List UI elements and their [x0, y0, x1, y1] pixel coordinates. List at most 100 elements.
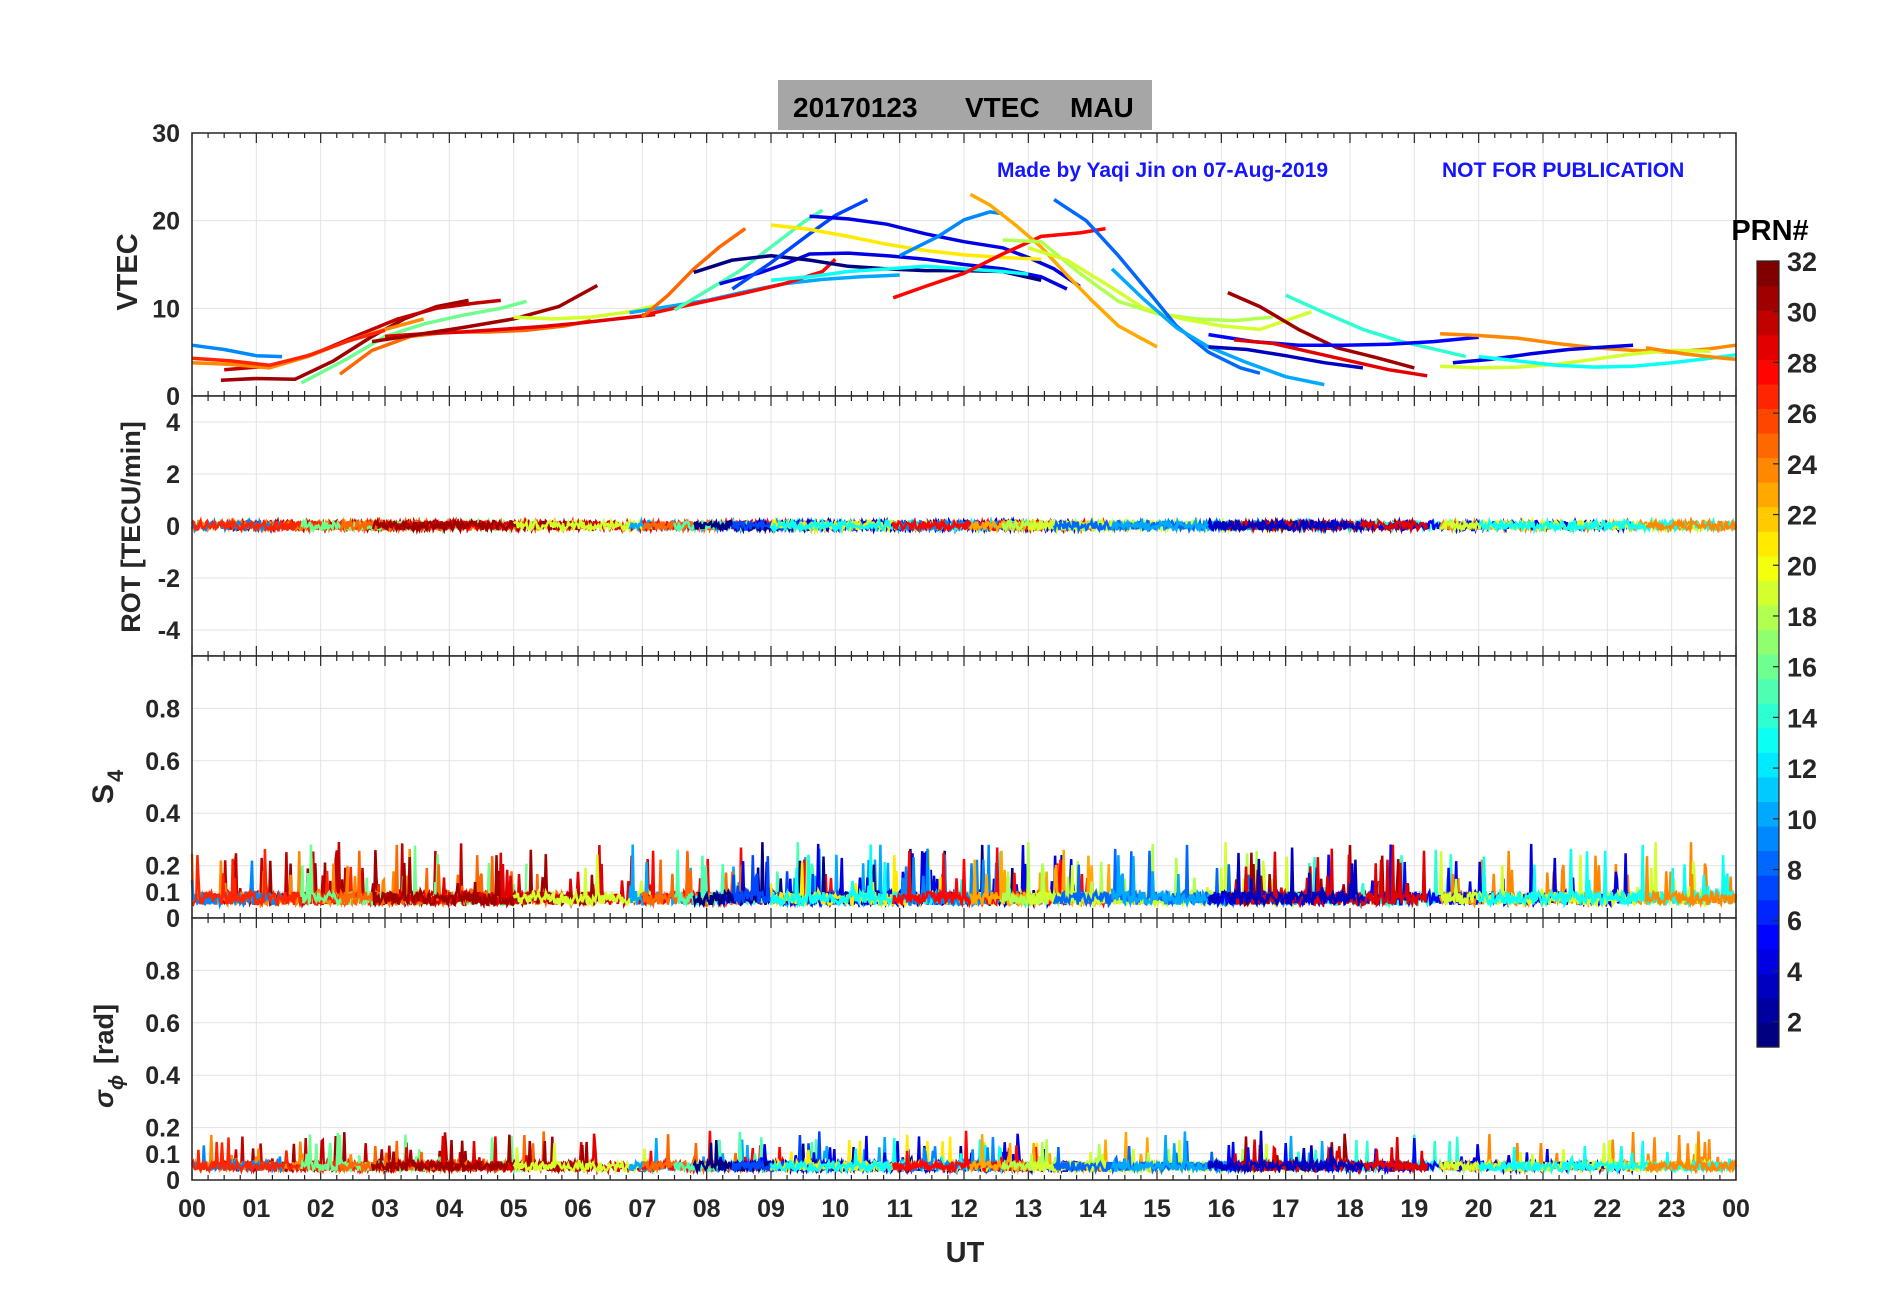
x-tick-label: 18	[1336, 1195, 1364, 1223]
vtec-ylabel: VTEC	[112, 233, 144, 310]
sigma-ylabel: σ ϕ [rad]	[89, 1004, 128, 1108]
vtec-panel: 0 10 20 30	[152, 120, 1737, 411]
colorbar-segment	[1757, 654, 1779, 680]
s4-ytick-label: 0.4	[145, 800, 180, 828]
colorbar-segment	[1757, 801, 1779, 827]
sigma-trace-prn-27	[190, 1137, 387, 1175]
colorbar-segment	[1757, 285, 1779, 311]
x-tick-label: 12	[950, 1195, 978, 1223]
vtec-track-prn-13	[770, 264, 1029, 283]
sigma-frame	[191, 917, 1737, 1181]
title-station: MAU	[1070, 92, 1134, 123]
vtec-track-prn-8	[1053, 198, 1261, 375]
vtec-track-prn-25	[641, 227, 747, 319]
rot-ylabel: ROT [TECU/min]	[116, 421, 146, 632]
rot-ytick-label: -4	[158, 617, 180, 645]
vtec-ytick-label: 30	[152, 120, 180, 148]
sigma-ylabel-unit: [rad]	[89, 1004, 119, 1064]
colorbar-segment	[1757, 899, 1779, 925]
vtec-ytick-label: 0	[166, 383, 180, 411]
sigma-ytick-label: 0.6	[145, 1010, 180, 1038]
colorbar-segment	[1757, 359, 1779, 385]
vtec-track-prn-31	[371, 283, 599, 344]
colorbar-segment	[1757, 850, 1779, 876]
vtec-track-prn-4	[1452, 343, 1634, 365]
x-tick-label: 08	[693, 1195, 721, 1223]
s4-panel: 00.10.2 0.4 0.6 0.8	[145, 655, 1738, 933]
title-quantity: VTEC	[965, 92, 1040, 123]
x-tick-label: 17	[1272, 1195, 1300, 1223]
colorbar-tick-label: 6	[1787, 906, 1802, 936]
colorbar-tick-label: 32	[1787, 247, 1817, 277]
sigma-ylabel-main: σ	[89, 1089, 119, 1108]
x-tick-label: 20	[1465, 1195, 1493, 1223]
x-tick-label: 04	[435, 1195, 463, 1223]
colorbar-tick-label: 14	[1787, 703, 1817, 733]
colorbar-tick-label: 8	[1787, 856, 1802, 886]
x-tick-label: 05	[500, 1195, 528, 1223]
rot-ytick-label: 4	[166, 409, 180, 437]
vtec-track-prn-16	[300, 299, 527, 385]
colorbar-segment	[1757, 310, 1779, 336]
s4-ylabel: S 4	[87, 769, 128, 804]
s4-ylabel-sub: 4	[103, 769, 128, 782]
vtec-ytick-label: 10	[152, 295, 180, 323]
colorbar-tick-label: 26	[1787, 399, 1817, 429]
colorbar-segment	[1757, 948, 1779, 974]
colorbar-segment	[1757, 506, 1779, 532]
x-tick-label: 11	[886, 1195, 913, 1223]
sigma-ytick-label: 0.8	[145, 957, 180, 985]
colorbar-tick-label: 28	[1787, 348, 1817, 378]
vtec-track-prn-28	[892, 226, 1106, 300]
colorbar-segment	[1757, 580, 1779, 606]
colorbar-segment	[1757, 997, 1779, 1024]
colorbar-segment	[1757, 973, 1779, 999]
s4-ytick-label: 0.1	[145, 879, 180, 907]
colorbar-segment	[1757, 1022, 1779, 1048]
s4-ytick-label: 0.8	[145, 695, 180, 723]
colorbar-tick-label: 18	[1787, 602, 1817, 632]
colorbar-segment	[1757, 629, 1779, 655]
s4-trace-prn-3	[1207, 847, 1365, 909]
vtec-track-prn-4	[809, 214, 1081, 288]
x-tick-label: 10	[821, 1195, 849, 1223]
colorbar-tick-label: 12	[1787, 754, 1817, 784]
colorbar-segment	[1757, 334, 1779, 360]
colorbar-segment	[1757, 531, 1779, 557]
colorbar-label: PRN#	[1731, 215, 1808, 247]
colorbar-tick-label: 22	[1787, 501, 1817, 531]
sigma-ytick-label: 0	[166, 1167, 180, 1195]
vtec-track-prn-24	[1645, 346, 1737, 361]
rot-ytick-label: 2	[166, 461, 180, 489]
x-tick-label: 13	[1014, 1195, 1042, 1223]
sigma-trace-prn-31	[370, 1134, 599, 1175]
sigma-ytick-label: 0.4	[145, 1062, 180, 1090]
x-tick-label: 19	[1400, 1195, 1428, 1223]
x-tick-label: 23	[1658, 1195, 1686, 1223]
colorbar-segment	[1757, 604, 1779, 631]
rot-trace-prn-31	[371, 516, 598, 535]
vtec-track-prn-18	[1002, 238, 1273, 323]
colorbar-tick-label: 30	[1787, 298, 1817, 328]
sigma-trace-prn-3	[1207, 1130, 1365, 1175]
s4-ytick-label: 0	[166, 905, 180, 933]
colorbar-segment	[1757, 825, 1779, 852]
sigma-panel: 00.10.2 0.4 0.6 0.8 00 01 02 03 04 05 06 07 08 09 10 11…	[145, 917, 1750, 1223]
colorbar-segment	[1757, 261, 1779, 287]
rot-ytick-label: 0	[166, 513, 180, 541]
vtec-track-prn-19	[1027, 246, 1312, 332]
publication-warning: NOT FOR PUBLICATION	[1442, 159, 1684, 182]
vtec-track-prn-29	[1234, 338, 1428, 378]
x-tick-label: 02	[307, 1195, 335, 1223]
x-tick-label: 14	[1079, 1195, 1107, 1223]
title-box	[778, 80, 1152, 130]
vtec-track-prn-31	[1227, 290, 1415, 370]
colorbar-segment	[1757, 752, 1779, 778]
colorbar-segment	[1757, 875, 1779, 901]
rot-panel: -4 -2 0 2 4	[158, 395, 1738, 657]
rot-trace-prn-3	[1207, 516, 1365, 535]
x-tick-label: 07	[628, 1195, 656, 1223]
x-tick-label: 16	[1207, 1195, 1235, 1223]
x-axis-label: UT	[946, 1237, 985, 1269]
vtec-track-prn-28	[641, 257, 837, 318]
